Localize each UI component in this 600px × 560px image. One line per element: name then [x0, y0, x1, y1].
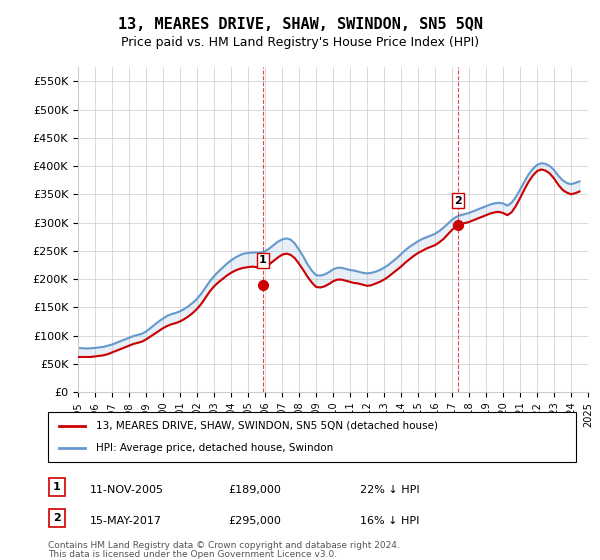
Text: This data is licensed under the Open Government Licence v3.0.: This data is licensed under the Open Gov… [48, 550, 337, 559]
FancyBboxPatch shape [49, 509, 65, 526]
Text: £295,000: £295,000 [228, 516, 281, 526]
Text: £189,000: £189,000 [228, 485, 281, 495]
Text: 2: 2 [454, 195, 462, 206]
FancyBboxPatch shape [49, 478, 65, 496]
Text: 11-NOV-2005: 11-NOV-2005 [90, 485, 164, 495]
FancyBboxPatch shape [48, 412, 576, 462]
Text: 13, MEARES DRIVE, SHAW, SWINDON, SN5 5QN: 13, MEARES DRIVE, SHAW, SWINDON, SN5 5QN [118, 17, 482, 32]
Text: 1: 1 [259, 255, 266, 265]
Text: HPI: Average price, detached house, Swindon: HPI: Average price, detached house, Swin… [95, 443, 333, 453]
Text: 2: 2 [53, 513, 61, 522]
Text: 22% ↓ HPI: 22% ↓ HPI [360, 485, 419, 495]
Text: Contains HM Land Registry data © Crown copyright and database right 2024.: Contains HM Land Registry data © Crown c… [48, 542, 400, 550]
Text: 13, MEARES DRIVE, SHAW, SWINDON, SN5 5QN (detached house): 13, MEARES DRIVE, SHAW, SWINDON, SN5 5QN… [95, 421, 437, 431]
Text: 15-MAY-2017: 15-MAY-2017 [90, 516, 162, 526]
Text: 1: 1 [53, 482, 61, 492]
Text: 16% ↓ HPI: 16% ↓ HPI [360, 516, 419, 526]
Text: Price paid vs. HM Land Registry's House Price Index (HPI): Price paid vs. HM Land Registry's House … [121, 36, 479, 49]
